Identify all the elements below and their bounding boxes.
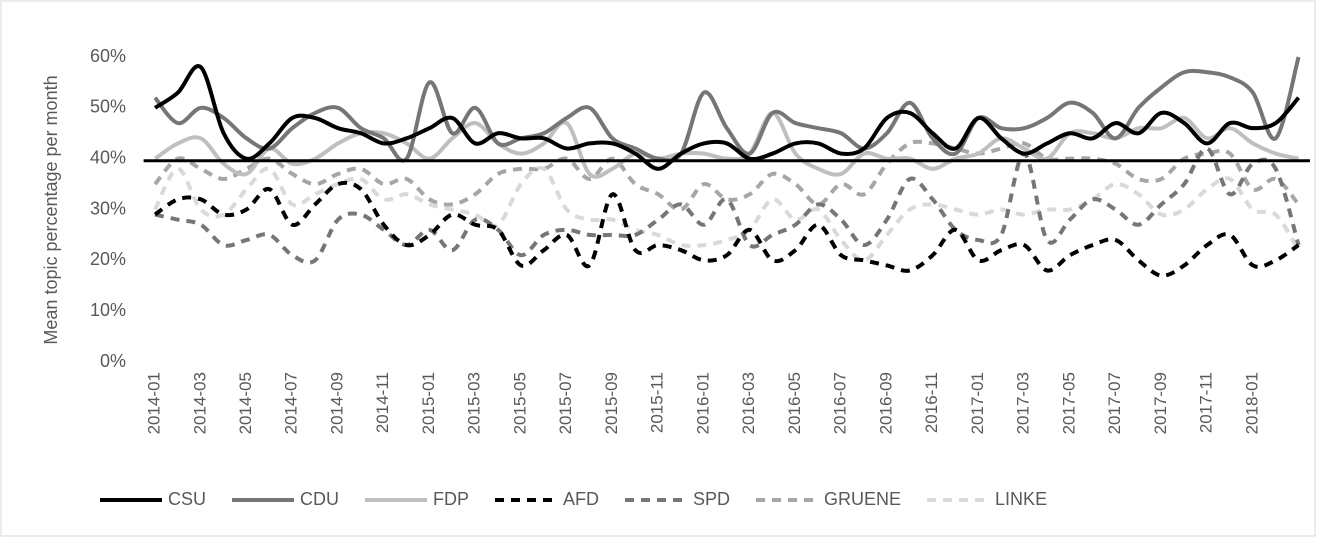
y-tick-label: 0% (100, 351, 126, 371)
x-tick-label: 2017-09 (1151, 372, 1170, 434)
x-tick-label: 2015-07 (556, 372, 575, 434)
y-tick-label: 30% (90, 198, 126, 218)
x-tick-label: 2015-05 (510, 372, 529, 434)
line-series (153, 165, 1301, 263)
line-series (153, 110, 1299, 179)
x-tick-label: 2016-05 (785, 372, 804, 434)
x-tick-label: 2014-11 (373, 372, 392, 433)
x-tick-label: 2015-11 (648, 372, 667, 433)
x-tick-label: 2016-09 (876, 372, 895, 434)
x-tick-label: 2017-05 (1059, 372, 1078, 434)
legend-label: AFD (563, 489, 599, 509)
x-tick-label: 2014-07 (282, 372, 301, 434)
legend-label: SPD (693, 489, 730, 509)
line-series (153, 56, 1301, 163)
x-tick-label: 2014-03 (190, 372, 209, 434)
y-axis-title: Mean topic percentage per month (41, 75, 61, 344)
y-tick-label: 40% (90, 147, 126, 167)
line-series (153, 64, 1301, 171)
legend-label: LINKE (995, 489, 1047, 509)
legend-label: CDU (300, 489, 339, 509)
x-tick-label: 2018-01 (1242, 372, 1261, 434)
x-tick-label: 2016-07 (831, 372, 850, 434)
legend-label: CSU (168, 489, 206, 509)
x-tick-label: 2016-01 (693, 372, 712, 434)
x-tick-label: 2014-01 (145, 372, 164, 434)
y-tick-label: 60% (90, 46, 126, 66)
legend-label: FDP (433, 489, 469, 509)
line-series (153, 180, 1300, 278)
x-tick-label: 2016-11 (922, 372, 941, 433)
x-tick-label: 2016-03 (739, 372, 758, 434)
x-tick-label: 2014-09 (327, 372, 346, 434)
y-tick-label: 50% (90, 97, 126, 117)
y-tick-label: 20% (90, 249, 126, 269)
x-tick-label: 2015-09 (602, 372, 621, 434)
x-tick-label: 2015-03 (465, 372, 484, 434)
line-series (154, 146, 1301, 265)
y-tick-label: 10% (90, 300, 126, 320)
x-tick-label: 2017-01 (968, 372, 987, 434)
x-tick-label: 2017-07 (1105, 372, 1124, 434)
x-tick-label: 2017-03 (1014, 372, 1033, 434)
x-tick-label: 2015-01 (419, 372, 438, 434)
legend-label: GRUENE (824, 489, 901, 509)
x-tick-label: 2014-05 (236, 372, 255, 434)
x-tick-label: 2017-11 (1197, 372, 1216, 433)
